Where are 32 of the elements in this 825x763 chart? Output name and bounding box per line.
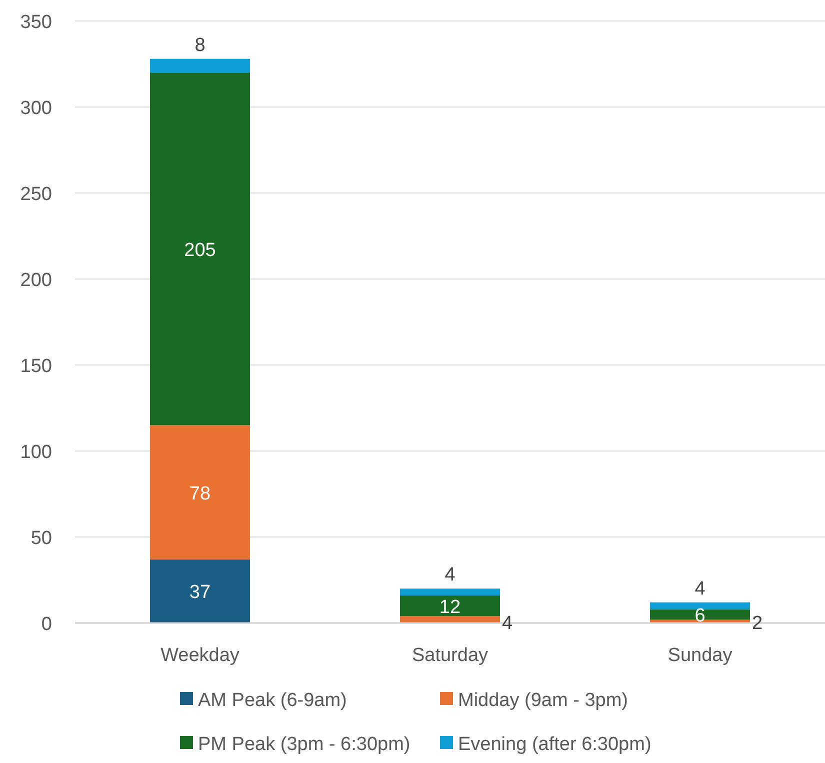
bar bbox=[400, 595, 500, 616]
y-tick-label: 0 bbox=[41, 614, 52, 635]
data-label: 2 bbox=[752, 613, 763, 634]
data-label: 4 bbox=[444, 564, 456, 586]
y-tick-label: 100 bbox=[20, 442, 52, 463]
legend-label: PM Peak (3pm - 6:30pm) bbox=[198, 734, 410, 755]
legend-label: AM Peak (6-9am) bbox=[198, 690, 347, 711]
x-tick-label: Saturday bbox=[412, 645, 489, 666]
data-label: 205 bbox=[184, 240, 216, 261]
data-label: 37 bbox=[189, 582, 211, 604]
y-tick-label: 50 bbox=[30, 528, 52, 549]
data-label: 78 bbox=[189, 483, 211, 504]
bar bbox=[150, 559, 250, 623]
y-tick-label: 150 bbox=[20, 356, 52, 377]
x-tick-label: Sunday bbox=[668, 645, 733, 666]
data-label: 8 bbox=[194, 34, 206, 56]
y-tick-label: 300 bbox=[20, 98, 52, 119]
bar bbox=[400, 588, 500, 596]
data-label: 4 bbox=[694, 578, 706, 600]
bar bbox=[150, 58, 250, 73]
legend-label: Midday (9am - 3pm) bbox=[458, 690, 628, 711]
legend-label: Evening (after 6:30pm) bbox=[458, 734, 652, 755]
y-tick-label: 200 bbox=[20, 270, 52, 291]
bar bbox=[400, 616, 500, 623]
bar bbox=[650, 602, 750, 610]
data-label: 12 bbox=[439, 596, 461, 618]
x-tick-label: Weekday bbox=[160, 645, 240, 666]
y-tick-label: 350 bbox=[20, 12, 52, 33]
bar bbox=[150, 425, 250, 560]
data-label: 4 bbox=[502, 613, 513, 634]
y-tick-label: 250 bbox=[20, 184, 52, 205]
bar bbox=[150, 72, 250, 426]
